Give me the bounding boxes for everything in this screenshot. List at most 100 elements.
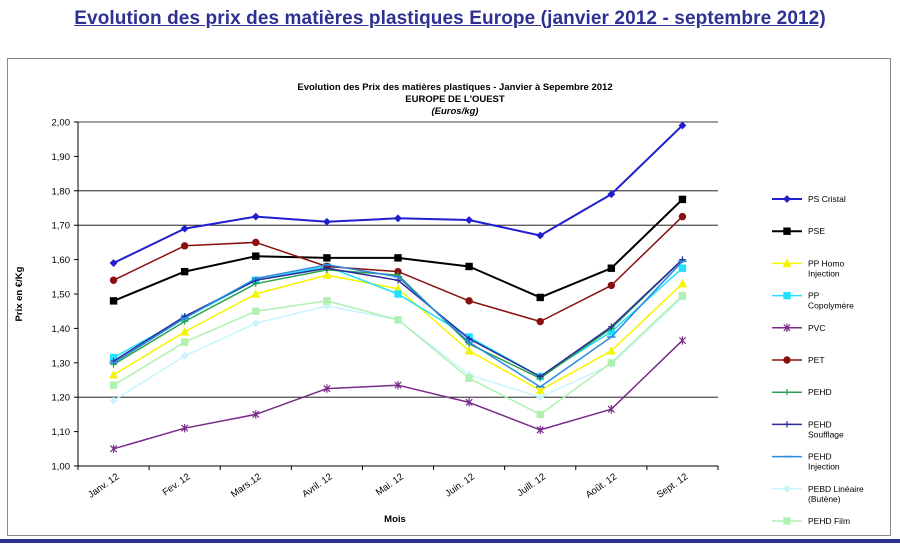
y-tick-label: 1,50 xyxy=(52,290,71,301)
legend-item-pehd-soufflage: PEHD Soufflage xyxy=(772,419,844,439)
y-tick-label: 1,40 xyxy=(52,324,71,335)
legend-item-pse: PSE xyxy=(772,226,825,236)
data-point xyxy=(323,297,331,305)
data-point xyxy=(322,270,332,279)
chart-unit-note: (Euros/kg) xyxy=(432,106,479,117)
series-pse xyxy=(109,195,687,305)
data-point xyxy=(180,242,189,250)
data-point xyxy=(251,289,261,298)
data-point xyxy=(252,238,260,247)
legend-item-ps-cristal: PS Cristal xyxy=(772,194,846,204)
legend-label: PSE xyxy=(808,226,825,236)
legend-label-line: Injection xyxy=(808,462,840,472)
data-point xyxy=(323,265,331,272)
data-point xyxy=(394,277,402,284)
data-point xyxy=(394,214,402,223)
data-point xyxy=(536,231,545,240)
data-point xyxy=(180,224,189,233)
legend-label: PP Homo Injection xyxy=(808,258,844,278)
series-line xyxy=(113,124,684,264)
series-lines xyxy=(109,121,687,453)
legend-swatch-marker xyxy=(783,195,791,203)
legend-label-line: PP Homo xyxy=(808,258,844,268)
data-point xyxy=(109,259,118,267)
legend-item-pebd-lineaire-butene: PEBD Linéaire (Butène) xyxy=(772,484,864,504)
chart-title: Evolution des Prix des matières plastiqu… xyxy=(297,82,612,93)
legend-label: PP Copolymère xyxy=(808,291,854,311)
y-tick-label: 2,00 xyxy=(52,118,71,129)
legend-label-line: Soufflage xyxy=(808,429,844,439)
chart-frame xyxy=(7,58,891,536)
data-point xyxy=(252,410,260,419)
data-point xyxy=(323,384,331,393)
data-point xyxy=(678,195,687,204)
y-tick-label: 1,20 xyxy=(52,393,71,404)
data-point xyxy=(465,216,474,224)
x-tick-label: Mai. 12 xyxy=(374,471,406,498)
legend-swatch-marker xyxy=(783,517,791,525)
data-point xyxy=(252,252,260,260)
data-point xyxy=(109,396,118,405)
data-point xyxy=(251,212,260,221)
x-tick-label: Avril. 12 xyxy=(300,471,334,500)
legend-item-pp-homo-injection: PP Homo Injection xyxy=(772,258,844,278)
data-point xyxy=(394,290,402,298)
y-tick-label: 1,00 xyxy=(52,462,71,473)
data-point xyxy=(252,307,260,315)
legend-label-line: PVC xyxy=(808,323,825,333)
data-point xyxy=(536,425,544,435)
y-tick-label: 1,90 xyxy=(52,152,71,163)
series-pehd-injection xyxy=(109,260,687,388)
legend-label: PEBD Linéaire (Butène) xyxy=(808,484,864,504)
data-point xyxy=(109,370,119,379)
data-point xyxy=(678,212,687,221)
legend-item-pvc: PVC xyxy=(772,323,825,333)
data-point xyxy=(678,121,687,130)
legend-item-pet: PET xyxy=(772,355,825,365)
legend-item-pp-copolymere: PP Copolymère xyxy=(772,291,854,311)
x-tick-label: Juill. 12 xyxy=(515,471,548,498)
legend-label: PEHD Film xyxy=(808,516,850,526)
series-pp-homo-injection xyxy=(109,270,687,395)
data-point xyxy=(607,281,616,290)
legend-item-pehd-film: PEHD Film xyxy=(772,516,850,526)
data-point xyxy=(678,264,687,272)
data-point xyxy=(251,319,260,328)
data-point xyxy=(536,410,544,419)
data-point xyxy=(394,254,402,262)
data-point xyxy=(607,405,615,414)
legend-swatch-marker xyxy=(783,227,791,235)
data-point xyxy=(465,398,473,407)
data-point xyxy=(394,380,402,390)
legend-label-line: PSE xyxy=(808,226,825,236)
legend-label: PS Cristal xyxy=(808,194,846,204)
data-point xyxy=(109,297,118,305)
data-point xyxy=(323,254,331,262)
data-point xyxy=(322,217,331,226)
data-point xyxy=(465,374,473,382)
legend-label-line: PP xyxy=(808,291,820,301)
x-tick-label: Janv. 12 xyxy=(86,471,121,500)
data-point xyxy=(394,316,402,324)
legend-swatch-marker xyxy=(783,291,791,300)
data-point xyxy=(109,444,118,453)
data-point xyxy=(180,352,189,360)
legend-swatch-marker xyxy=(783,389,791,396)
legend-swatch-marker xyxy=(783,421,791,428)
legend-label: PVC xyxy=(808,323,825,333)
x-axis-label: Mois xyxy=(384,514,406,525)
data-point xyxy=(536,293,544,302)
data-point xyxy=(180,267,189,276)
legend-label-line: (Butène) xyxy=(808,494,841,504)
y-tick-labels: 1,00 1,10 1,20 1,30 1,40 1,50 1,60 1,70 1,80 1,90… xyxy=(52,118,78,473)
x-tick-label: Sept. 12 xyxy=(655,471,690,500)
legend-swatch-marker xyxy=(783,323,791,332)
x-tick-label: Mars.12 xyxy=(229,471,263,500)
series-pvc xyxy=(109,336,687,453)
series-line xyxy=(113,339,683,450)
data-point xyxy=(607,359,616,367)
legend-label-line: Injection xyxy=(808,268,840,278)
legend-swatch-marker xyxy=(783,356,791,364)
data-point xyxy=(677,278,687,288)
series-ps-cristal xyxy=(109,121,687,267)
